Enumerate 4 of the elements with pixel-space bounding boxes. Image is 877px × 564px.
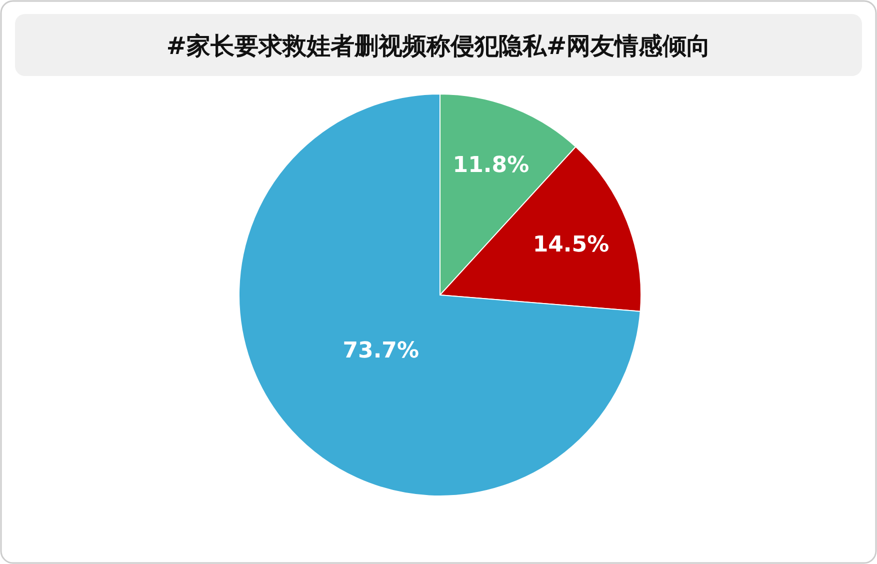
data-label: 14.5% — [532, 232, 610, 258]
data-label: 11.8% — [452, 152, 530, 178]
chart-title: #家长要求救娃者删视频称侵犯隐私#网友情感倾向 — [166, 32, 711, 60]
data-label: 73.7% — [342, 338, 420, 364]
